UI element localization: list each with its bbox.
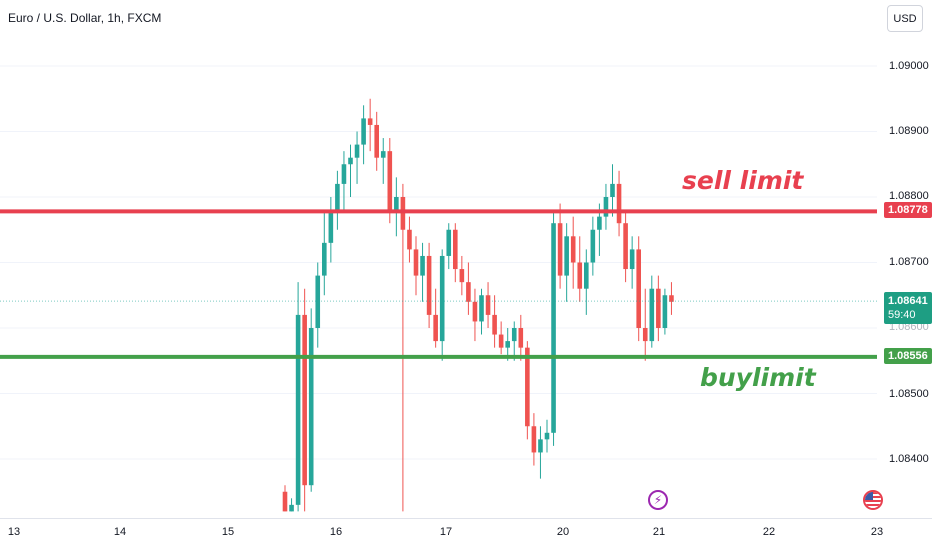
candle-body [597, 216, 602, 230]
symbol-title[interactable]: Euro / U.S. Dollar, 1h, FXCM [8, 11, 162, 25]
candle-body [551, 223, 556, 433]
candle-body [538, 439, 543, 453]
price-tick: 1.08400 [889, 453, 929, 465]
buy-limit-annotation[interactable]: buylimit [700, 363, 816, 392]
candle-body [407, 229, 412, 250]
current-price-value: 1.08641 [888, 295, 928, 307]
candle-body [662, 295, 668, 328]
candle-body [426, 255, 432, 315]
candle-body [374, 124, 379, 158]
candle-body [341, 164, 347, 184]
candle-body [315, 275, 321, 328]
candle-body [289, 504, 294, 512]
candle-body [413, 249, 419, 276]
candle-body [525, 347, 530, 427]
price-tick: 1.08700 [889, 256, 929, 268]
currency-button[interactable]: USD [887, 5, 923, 32]
us-flag-icon[interactable] [863, 490, 883, 510]
current-price-label: 1.08641 59:40 [884, 292, 932, 324]
candle-body [485, 295, 491, 315]
candle-body [348, 157, 353, 165]
candle-body [295, 314, 301, 505]
candle-body [322, 242, 327, 276]
candle-body [380, 151, 386, 158]
candle-body [584, 262, 589, 289]
candle-body [394, 197, 399, 211]
price-tick-hidden: 1.08600 [889, 321, 929, 333]
candle-body [453, 229, 458, 270]
candle-body [636, 249, 641, 328]
candle-body [570, 236, 576, 263]
candle-body [479, 295, 484, 322]
price-axis[interactable] [877, 0, 932, 550]
price-tick: 1.08800 [889, 190, 929, 202]
candle-body [498, 334, 504, 348]
candle-body [367, 118, 373, 125]
candle-body [446, 229, 452, 256]
candle-body [511, 328, 517, 342]
price-tick: 1.09000 [889, 60, 929, 72]
candle-body [420, 255, 425, 276]
time-tick: 21 [652, 526, 666, 538]
candle-body [459, 269, 465, 283]
sell-limit-price-label: 1.08778 [884, 202, 932, 218]
candle-body [354, 144, 360, 158]
time-tick: 20 [556, 526, 570, 538]
candle-body [577, 262, 583, 289]
time-tick: 13 [7, 526, 21, 538]
sell-limit-annotation[interactable]: sell limit [682, 166, 804, 195]
candle-body [282, 491, 288, 512]
time-tick: 16 [329, 526, 343, 538]
candle-body [335, 183, 340, 211]
candle-body [642, 328, 648, 342]
time-tick: 14 [113, 526, 127, 538]
time-tick: 17 [439, 526, 453, 538]
candle-body [302, 314, 307, 486]
price-tick: 1.08900 [889, 125, 929, 137]
candle-body [623, 223, 628, 270]
candle-body [629, 249, 635, 270]
time-tick: 23 [870, 526, 884, 538]
candle-body [433, 314, 438, 342]
candle-body [557, 223, 563, 276]
candle-body [669, 295, 674, 302]
candle-body [616, 183, 622, 224]
candle-body [492, 314, 497, 335]
candle-body [466, 282, 471, 302]
candle-body [590, 229, 596, 263]
lightning-bolt-icon[interactable]: ⚡ [648, 490, 668, 510]
candle-body [472, 301, 478, 322]
time-axis[interactable] [0, 518, 932, 550]
candle-body [603, 197, 609, 217]
candle-body [610, 183, 615, 197]
time-tick: 22 [762, 526, 776, 538]
candle-body [308, 328, 314, 486]
candle-body [361, 118, 366, 145]
candle-body [531, 426, 537, 453]
candle-body [387, 151, 393, 211]
candle-body [328, 210, 334, 243]
candle-body [505, 341, 510, 348]
candle-body [544, 432, 550, 440]
candle-body [439, 255, 445, 342]
candle-body [656, 288, 661, 328]
bar-countdown: 59:40 [888, 309, 916, 321]
buy-limit-price-label: 1.08556 [884, 348, 932, 364]
time-tick: 15 [221, 526, 235, 538]
candle-body [649, 288, 655, 342]
price-tick: 1.08500 [889, 388, 929, 400]
candle-body [564, 236, 569, 276]
candle-body [518, 328, 524, 348]
